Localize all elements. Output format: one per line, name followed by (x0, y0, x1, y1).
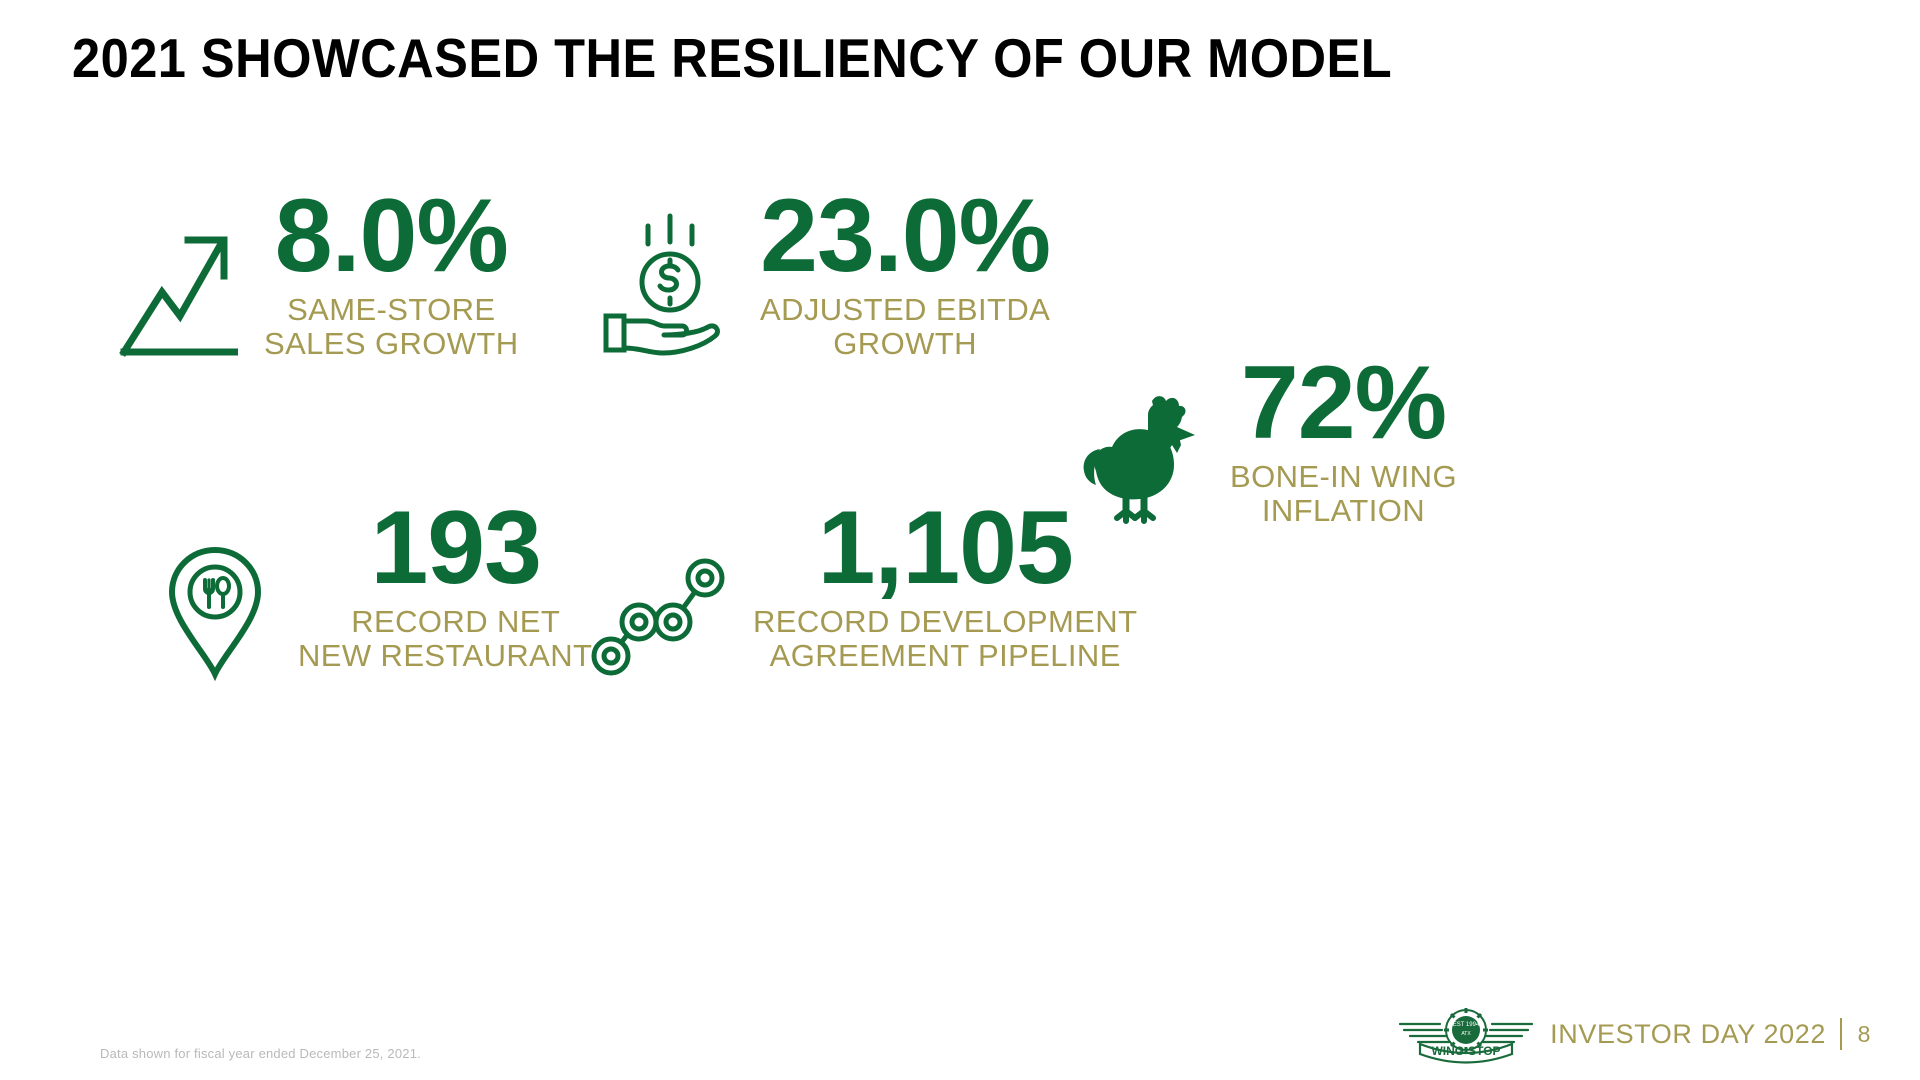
logo-text-bottom: ATX (1461, 1031, 1471, 1037)
stat-label-line1: RECORD DEVELOPMENT (753, 603, 1138, 639)
stat-text-block: 193 RECORD NET NEW RESTAURANTS (298, 490, 614, 674)
stat-label: SAME-STORE SALES GROWTH (264, 291, 519, 362)
stat-label-line2: GROWTH (833, 326, 977, 362)
stat-value: 193 (370, 490, 542, 606)
stat-record-development-agreement-pipeline: 1,105 RECORD DEVELOPMENT AGREEMENT PIPEL… (585, 490, 1138, 684)
chicken-icon (1078, 389, 1208, 539)
page-title: 2021 SHOWCASED THE RESILIENCY OF OUR MOD… (72, 27, 1393, 89)
stat-label: ADJUSTED EBITDA GROWTH (760, 291, 1051, 362)
stat-label-line1: SAME-STORE (287, 291, 496, 327)
logo-text-top: EST 1994 (1453, 1022, 1480, 1028)
stat-label: BONE-IN WING INFLATION (1230, 458, 1457, 529)
page-number: 8 (1857, 1020, 1871, 1047)
trend-arrow-up-icon (118, 220, 238, 360)
footer-event-title: INVESTOR DAY 2022 (1550, 1018, 1826, 1049)
stat-label-line1: BONE-IN WING (1230, 458, 1457, 494)
logo-text-main: WING·STOP (1432, 1044, 1501, 1058)
stat-value: 72% (1240, 345, 1447, 461)
stat-label-line2: SALES GROWTH (264, 326, 519, 362)
stat-text-block: 1,105 RECORD DEVELOPMENT AGREEMENT PIPEL… (753, 490, 1138, 674)
stat-adjusted-ebitda-growth: 23.0% ADJUSTED EBITDA GROWTH (600, 178, 1051, 362)
stat-label-line2: NEW RESTAURANTS (298, 638, 614, 674)
hand-holding-dollar-icon (600, 208, 740, 358)
stat-record-net-new-restaurants: 193 RECORD NET NEW RESTAURANTS (160, 490, 614, 692)
stat-text-block: 23.0% ADJUSTED EBITDA GROWTH (760, 178, 1051, 362)
stat-label: RECORD NET NEW RESTAURANTS (298, 603, 614, 674)
network-nodes-icon (585, 544, 735, 684)
stat-value: 23.0% (760, 178, 1051, 294)
stat-same-store-sales-growth: 8.0% SAME-STORE SALES GROWTH (118, 178, 519, 362)
stat-label: RECORD DEVELOPMENT AGREEMENT PIPELINE (753, 603, 1138, 674)
stat-value: 1,105 (817, 490, 1074, 606)
wingstop-logo: EST 1994 ATX WING·STOP (1399, 1008, 1534, 1064)
restaurant-location-pin-icon (160, 542, 270, 692)
stat-label-line1: ADJUSTED EBITDA (760, 291, 1051, 327)
stat-text-block: 72% BONE-IN WING INFLATION (1230, 345, 1457, 529)
stat-label-line1: RECORD NET (351, 603, 561, 639)
stat-label-line2: AGREEMENT PIPELINE (769, 638, 1121, 674)
footer-brand: EST 1994 ATX WING·STOP INVESTOR DAY 2022… (1396, 1004, 1872, 1064)
stat-value: 8.0% (274, 178, 509, 294)
footer-divider (1840, 1018, 1842, 1050)
footnote: Data shown for fiscal year ended Decembe… (100, 1046, 421, 1061)
stat-label-line2: INFLATION (1261, 493, 1426, 529)
stat-text-block: 8.0% SAME-STORE SALES GROWTH (264, 178, 519, 362)
stat-bone-in-wing-inflation: 72% BONE-IN WING INFLATION (1078, 345, 1457, 539)
